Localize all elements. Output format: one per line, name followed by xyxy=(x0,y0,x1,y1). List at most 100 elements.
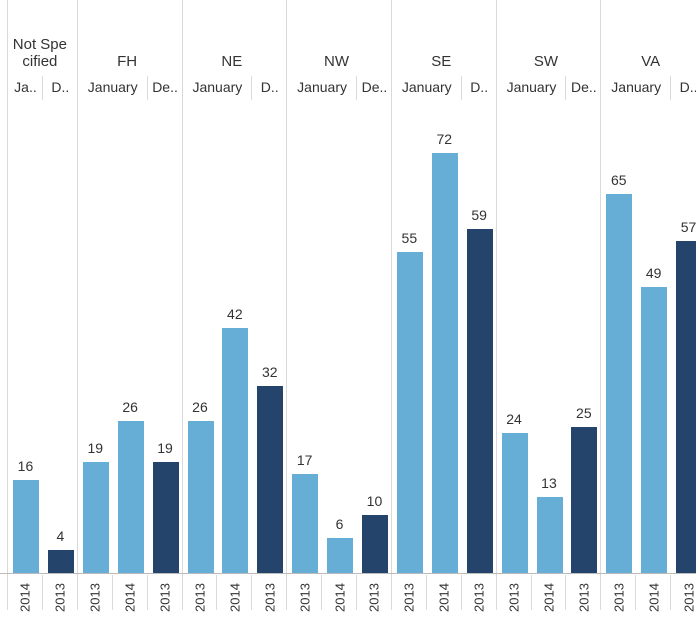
value-label: 32 xyxy=(261,364,278,381)
bar xyxy=(327,538,354,573)
divider xyxy=(530,575,532,610)
value-label: 10 xyxy=(366,492,383,509)
value-label: 13 xyxy=(541,475,557,492)
bar xyxy=(257,386,284,573)
month-label: D.. xyxy=(260,79,279,95)
divider xyxy=(146,76,148,100)
year-label: 2013 xyxy=(157,583,173,612)
divider xyxy=(356,76,357,100)
month-label: D.. xyxy=(470,79,489,95)
bar xyxy=(117,421,144,573)
year-label: 2013 xyxy=(366,583,382,612)
bar xyxy=(536,497,563,573)
month-label: D.. xyxy=(679,79,696,95)
group-label: NW xyxy=(324,53,350,70)
divider xyxy=(216,575,218,610)
year-label: 2013 xyxy=(681,583,696,612)
divider xyxy=(600,0,602,610)
month-label: De.. xyxy=(361,79,388,95)
year-label: 2013 xyxy=(192,583,208,612)
bar xyxy=(606,193,633,573)
divider xyxy=(251,76,253,100)
year-label: 2014 xyxy=(646,583,662,612)
bar xyxy=(152,462,179,573)
value-label: 19 xyxy=(87,440,104,457)
value-label: 26 xyxy=(192,399,208,416)
divider xyxy=(460,575,462,610)
value-label: 65 xyxy=(610,171,627,188)
bar xyxy=(292,473,319,573)
bar xyxy=(47,549,74,573)
divider xyxy=(76,0,78,610)
group-label: NE xyxy=(221,53,243,70)
month-label: De.. xyxy=(152,79,178,95)
month-label: January xyxy=(611,79,662,95)
year-label: 2014 xyxy=(122,583,138,612)
divider xyxy=(670,575,672,610)
month-label: D.. xyxy=(51,79,70,95)
value-label: 6 xyxy=(335,516,344,532)
divider xyxy=(460,76,462,100)
month-label: January xyxy=(87,79,138,95)
divider xyxy=(41,76,43,100)
month-label: Ja.. xyxy=(14,79,37,95)
value-label: 26 xyxy=(122,399,138,416)
value-label: 24 xyxy=(506,411,522,427)
value-label: 49 xyxy=(645,265,662,282)
bar xyxy=(82,462,109,573)
value-label: 57 xyxy=(680,218,696,235)
year-label: 2013 xyxy=(297,583,313,612)
bar xyxy=(466,228,493,573)
value-label: 59 xyxy=(471,206,487,223)
month-label: De.. xyxy=(570,79,597,95)
divider xyxy=(635,575,637,610)
year-label: 2014 xyxy=(436,583,452,612)
divider xyxy=(146,575,148,610)
year-label: 2013 xyxy=(506,583,522,612)
group-label: Not Specified xyxy=(12,36,67,70)
bar xyxy=(571,427,598,573)
divider xyxy=(495,0,497,610)
year-label: 2013 xyxy=(87,583,103,612)
year-label: 2013 xyxy=(401,583,417,612)
bar xyxy=(641,287,668,573)
group-label: SE xyxy=(431,53,452,70)
group-label: FH xyxy=(117,53,138,70)
value-label: 72 xyxy=(436,131,453,147)
bar xyxy=(187,421,214,573)
bar xyxy=(501,433,528,573)
divider xyxy=(356,575,357,610)
month-label: January xyxy=(192,79,243,95)
year-label: 2013 xyxy=(611,583,627,612)
divider xyxy=(111,575,113,610)
divider xyxy=(181,0,183,610)
year-label: 2013 xyxy=(576,583,592,612)
year-label: 2014 xyxy=(332,583,348,612)
year-label: 2013 xyxy=(262,583,278,612)
bar xyxy=(676,240,696,573)
month-label: January xyxy=(506,79,557,95)
bar xyxy=(222,328,249,573)
bar xyxy=(431,153,458,573)
year-label: 2014 xyxy=(17,583,33,612)
month-label: January xyxy=(401,79,452,95)
divider xyxy=(286,0,288,610)
divider xyxy=(41,575,43,610)
value-label: 4 xyxy=(56,527,65,544)
divider xyxy=(251,575,253,610)
group-label: SW xyxy=(533,53,559,70)
value-label: 55 xyxy=(401,230,418,247)
bar xyxy=(362,514,388,573)
year-label: 2014 xyxy=(541,583,557,612)
year-label: 2013 xyxy=(52,583,68,612)
year-label: 2014 xyxy=(227,583,243,612)
divider xyxy=(425,575,427,610)
month-label: January xyxy=(297,79,347,95)
divider xyxy=(321,575,323,610)
divider xyxy=(7,0,8,610)
value-label: 16 xyxy=(17,457,34,474)
bar xyxy=(396,252,423,573)
year-label: 2013 xyxy=(471,583,487,612)
group-label: VA xyxy=(641,53,661,70)
